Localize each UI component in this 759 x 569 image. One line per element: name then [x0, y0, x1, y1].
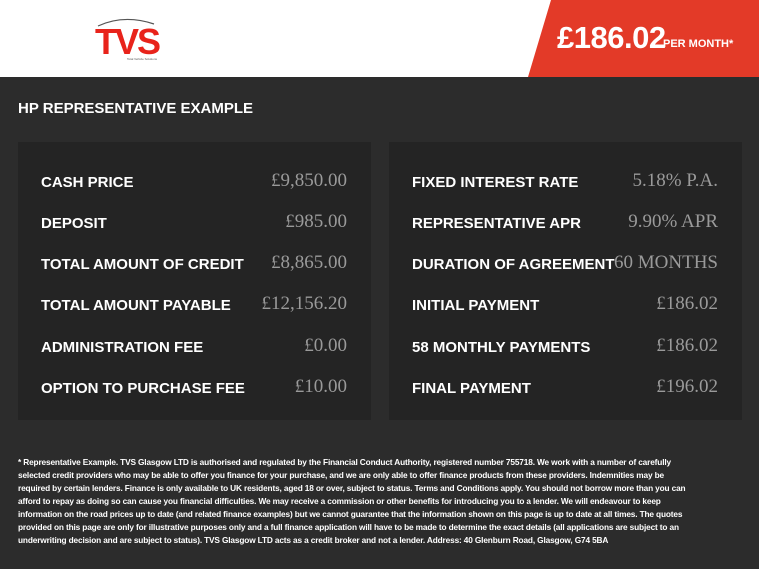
disclaimer-text: * Representative Example. TVS Glasgow LT…	[18, 457, 686, 545]
finance-label: DEPOSIT	[41, 215, 107, 232]
finance-value: £196.02	[656, 376, 718, 397]
monthly-price: £186.02	[557, 20, 666, 55]
finance-label: FIXED INTEREST RATE	[412, 174, 579, 191]
finance-value: £186.02	[656, 293, 718, 314]
finance-value: £12,156.20	[261, 293, 348, 314]
finance-panel-left: CASH PRICE £9,850.00 DEPOSIT £985.00 TOTAL A…	[18, 142, 371, 420]
finance-row: OPTION TO PURCHASE FEE £10.00	[41, 376, 347, 400]
finance-label: TOTAL AMOUNT PAYABLE	[41, 297, 231, 314]
finance-row: CASH PRICE £9,850.00	[41, 170, 347, 194]
svg-text:Total Vehicle Solutions: Total Vehicle Solutions	[127, 57, 158, 61]
finance-value: 9.90% APR	[628, 211, 718, 232]
finance-row: REPRESENTATIVE APR 9.90% APR	[412, 211, 718, 235]
finance-row: FINAL PAYMENT £196.02	[412, 376, 718, 400]
finance-row: FIXED INTEREST RATE 5.18% P.A.	[412, 170, 718, 194]
finance-row: TOTAL AMOUNT OF CREDIT £8,865.00	[41, 252, 347, 276]
finance-row: 58 MONTHLY PAYMENTS £186.02	[412, 335, 718, 359]
finance-label: INITIAL PAYMENT	[412, 297, 540, 314]
finance-row: DEPOSIT £985.00	[41, 211, 347, 235]
finance-value: 5.18% P.A.	[632, 170, 718, 191]
finance-value: £0.00	[304, 335, 347, 356]
finance-value: £10.00	[294, 376, 347, 397]
finance-label: FINAL PAYMENT	[412, 380, 531, 397]
page-title: HP REPRESENTATIVE EXAMPLE	[18, 100, 254, 117]
finance-label: REPRESENTATIVE APR	[412, 215, 581, 232]
finance-label: OPTION TO PURCHASE FEE	[41, 380, 245, 397]
finance-value: £985.00	[285, 211, 347, 232]
price-banner	[528, 0, 759, 77]
per-month-label: PER MONTH*	[663, 38, 734, 50]
finance-row: DURATION OF AGREEMENT 60 MONTHS	[412, 252, 718, 276]
svg-text:TVS: TVS	[95, 21, 160, 62]
finance-panel-right: FIXED INTEREST RATE 5.18% P.A. REPRESENTAT…	[389, 142, 742, 420]
finance-row: TOTAL AMOUNT PAYABLE £12,156.20	[41, 293, 347, 317]
finance-value: £186.02	[656, 335, 718, 356]
finance-value: £8,865.00	[271, 252, 347, 273]
finance-value: 60 MONTHS	[614, 252, 718, 273]
finance-row: INITIAL PAYMENT £186.02	[412, 293, 718, 317]
finance-label: 58 MONTHLY PAYMENTS	[412, 339, 591, 356]
finance-label: CASH PRICE	[41, 174, 134, 191]
finance-label: TOTAL AMOUNT OF CREDIT	[41, 256, 244, 273]
tvs-logo: TVS Total Vehicle Solutions	[95, 18, 162, 62]
finance-row: ADMINISTRATION FEE £0.00	[41, 335, 347, 359]
finance-label: ADMINISTRATION FEE	[41, 339, 204, 356]
finance-label: DURATION OF AGREEMENT	[412, 256, 615, 273]
finance-value: £9,850.00	[271, 170, 347, 191]
